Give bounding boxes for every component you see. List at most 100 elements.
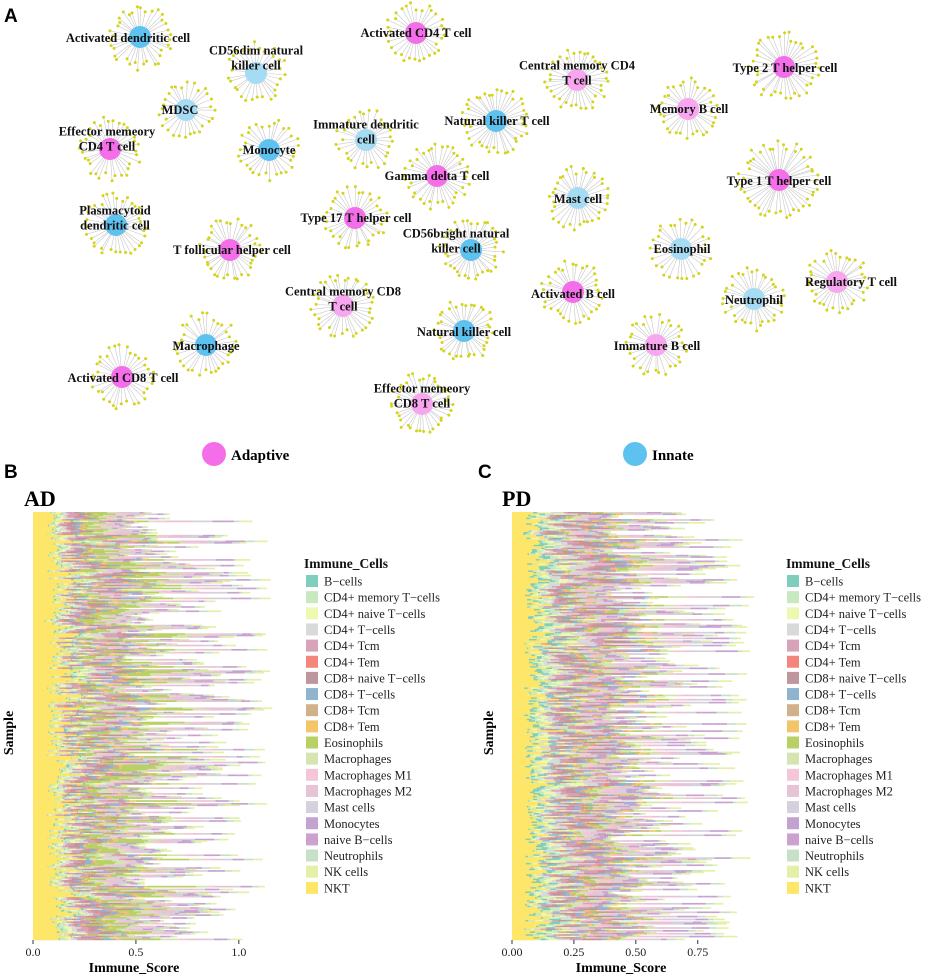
legend-swatch [787,623,799,636]
legend-swatch [787,784,799,797]
legend-item: Macrophages M1 [805,768,893,782]
legend-item: CD4+ Tem [324,655,380,669]
node-monocyte: Monocyte [237,118,300,183]
legend-item: Macrophages M2 [324,784,412,798]
x-tick-label: 0.25 [563,945,584,959]
legend-item: CD4+ T−cells [324,623,395,637]
x-tick-label: 0.75 [687,945,708,959]
legend-swatch [306,881,318,894]
chart-pd-title: PD [502,486,531,511]
legend-item: Macrophages [805,752,872,766]
node-activated-cd8-t-cell-dot [111,366,133,388]
node-effector-memory-cd4-t-cell-label: Effector memeory CD4 T cell [59,125,156,154]
legend-item: Eosinophils [324,736,383,750]
node-neutrophil: Neutrophil [720,266,786,333]
node-eosinophil-dot [670,238,692,260]
node-type-17-t-helper-cell: Type 17 T helper cell [301,185,412,250]
node-cd56bright-nk-cell: CD56bright natural killer cell [403,219,510,281]
node-type-2-t-helper-cell-dot [773,56,795,78]
chart-pd-legend: B−cells CD4+ memory T−cells CD4+ naive T−c… [787,575,921,895]
node-natural-killer-cell: Natural killer cell [417,300,512,361]
node-monocyte-dot [258,139,280,161]
legend-item: Macrophages M2 [805,784,893,798]
node-macrophage-label: Macrophage [172,339,240,353]
node-natural-killer-cell-label: Natural killer cell [417,325,512,339]
legend-swatch [306,833,318,846]
node-cd56dim-nk-cell: CD56dim natural killer cell [209,40,304,102]
node-monocyte-label: Monocyte [243,143,296,157]
legend-swatch [306,575,318,587]
node-regulatory-t-cell: Regulatory T cell [805,249,897,315]
node-memory-b-cell: Memory B cell [650,76,729,140]
node-memory-b-cell-label: Memory B cell [650,102,729,116]
node-immature-b-cell-dot [645,334,667,356]
legend-swatch [306,736,318,749]
legend-item: CD4+ naive T−cells [324,607,425,621]
legend-item: naive B−cells [324,833,393,847]
legend-item: CD4+ Tem [805,655,861,669]
node-regulatory-t-cell-genes [807,249,869,315]
legend-item: CD4+ memory T−cells [324,591,440,605]
node-regulatory-t-cell-dot [826,271,848,293]
legend-item: CD4+ memory T−cells [805,591,921,605]
x-tick-label: 1.0 [231,945,246,959]
node-t-follicular-helper-cell: T follicular helper cell [173,217,291,281]
node-effector-memory-cd4-t-cell: Effector memeory CD4 T cell [59,115,156,183]
chart-ad-xlabel: Immune_Score [89,961,180,976]
chart-pd: PD 0.00 0.25 0.50 0.75 Immune_Score Sample … [482,486,921,976]
node-activated-cd8-t-cell-label: Activated CD8 T cell [68,371,180,385]
legend-swatch [787,833,799,846]
node-type-2-t-helper-cell-label: Type 2 T helper cell [733,61,838,75]
legend-item: CD8+ naive T−cells [324,671,425,685]
legend-swatch [306,784,318,797]
legend-item: B−cells [805,575,843,589]
legend-item: CD8+ T−cells [805,688,876,702]
legend-swatch [306,752,318,765]
node-regulatory-t-cell-label: Regulatory T cell [805,275,897,289]
legend-adaptive-label: Adaptive [231,448,290,464]
node-activated-cd8-t-cell: Activated CD8 T cell [68,343,180,411]
node-type-17-t-helper-cell-dot [344,207,366,229]
legend-item: CD4+ naive T−cells [805,607,906,621]
chart-ad-title: AD [24,486,56,511]
node-activated-dendritic-cell-label: Activated dendritic cell [66,31,191,45]
legend-innate-label: Innate [652,448,694,464]
legend-swatch [787,688,799,701]
node-activated-b-cell-label: Activated B cell [531,287,616,301]
node-cd56dim-nk-cell-dot [245,62,267,84]
node-type-1-t-helper-cell: Type 1 T helper cell [727,139,832,219]
node-type-1-t-helper-cell-dot [768,169,790,191]
legend-swatch [306,720,318,733]
legend-item: Macrophages M1 [324,768,412,782]
node-central-memory-cd4-t-cell-dot [566,69,588,91]
legend-item: Monocytes [805,817,861,831]
node-effector-memory-cd4-t-cell-dot [99,138,121,160]
legend-item: Mast cells [805,801,856,815]
legend-swatch [787,591,799,604]
legend-item: CD4+ Tcm [324,639,380,653]
node-mdsc-label: MDSC [162,103,199,117]
legend-swatch [787,801,799,814]
node-plasmacytoid-dendritic-cell-genes [83,191,148,255]
node-mdsc-dot [175,99,197,121]
node-natural-killer-t-cell: Natural killer T cell [444,88,550,155]
node-natural-killer-t-cell-dot [485,110,507,132]
chart-pd-legend-title: Immune_Cells [786,556,870,571]
immune-cell-network: Activated dendritic cell Activated CD4 T … [59,1,897,434]
node-central-memory-cd8-t-cell: Central memory CD8 T cell [285,273,401,338]
chart-pd-plot [512,512,755,941]
node-activated-cd4-t-cell-label: Activated CD4 T cell [361,26,473,40]
node-neutrophil-label: Neutrophil [725,293,784,307]
legend-swatch [787,639,799,652]
legend-item: CD8+ Tcm [324,704,380,718]
chart-pd-xlabel: Immune_Score [576,961,667,976]
legend-swatch [787,849,799,862]
node-cd56bright-nk-cell-label: CD56bright natural killer cell [403,227,510,256]
legend-item: Neutrophils [805,849,864,863]
legend-swatch [787,575,799,587]
node-memory-b-cell-dot [677,98,699,120]
legend-item: naive B−cells [805,833,874,847]
network-legend: Adaptive Innate [202,442,694,466]
legend-swatch [306,607,318,620]
legend-swatch [787,671,799,684]
